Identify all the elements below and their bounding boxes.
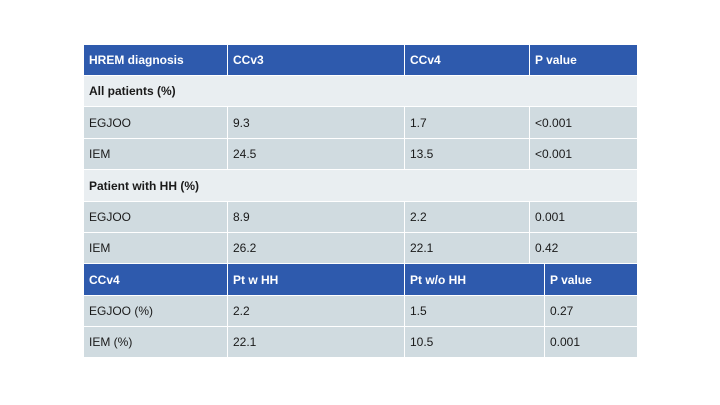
table-cell: 0.001 [535, 210, 566, 224]
header-cell: CCv4 [84, 264, 228, 295]
table-cell: EGJOO [84, 202, 228, 232]
table-cell: 24.5 [228, 139, 405, 169]
section-row: All patients (%) [84, 76, 637, 107]
table-cell: 13.5 [405, 139, 530, 169]
header-cell: HREM diagnosis [84, 45, 228, 75]
table-cell: IEM (%) [84, 327, 228, 357]
section-label: Patient with HH (%) [89, 178, 199, 193]
header-cell: Pt w HH [228, 264, 405, 295]
header-cell: Pt w/o HH [405, 264, 545, 295]
table-row: IEM 26.2 22.1 0.42 [84, 233, 637, 264]
table-cell: 9.3 [228, 107, 405, 138]
section-row: Patient with HH (%) [84, 170, 637, 202]
header-cell: CCv4 [405, 45, 530, 75]
table-header-row: CCv4 Pt w HH Pt w/o HH P value [84, 264, 637, 296]
hiatal-hernia-table: CCv4 Pt w HH Pt w/o HH P value EGJOO (%)… [84, 264, 637, 358]
header-cell: P value [550, 272, 592, 287]
table-cell: 0.001 [550, 335, 581, 349]
table-cell: IEM [84, 233, 228, 263]
table-row: IEM (%) 22.1 10.5 0.001 [84, 327, 637, 358]
header-cell: P value [535, 53, 577, 67]
table-cell: <0.001 [535, 147, 573, 161]
table-cell: 10.5 [405, 327, 545, 357]
table-row: EGJOO (%) 2.2 1.5 0.27 [84, 296, 637, 327]
table-cell: <0.001 [535, 115, 573, 130]
table-row: IEM 24.5 13.5 <0.001 [84, 139, 637, 170]
header-cell: CCv3 [228, 45, 405, 75]
table-cell: 8.9 [228, 202, 405, 232]
table-cell: IEM [84, 139, 228, 169]
diagnosis-comparison-table: HREM diagnosis CCv3 CCv4 P value All pat… [84, 45, 637, 264]
table-cell: EGJOO [84, 107, 228, 138]
table-cell: 0.27 [550, 304, 574, 318]
section-label: All patients (%) [89, 84, 176, 98]
table-row: EGJOO 8.9 2.2 0.001 [84, 202, 637, 233]
table-cell: 2.2 [405, 202, 530, 232]
table-cell: 22.1 [228, 327, 405, 357]
table-row: EGJOO 9.3 1.7 <0.001 [84, 107, 637, 139]
table-cell: EGJOO (%) [84, 296, 228, 326]
table-cell: 1.5 [405, 296, 545, 326]
table-cell: 0.42 [535, 241, 559, 255]
table-cell: 22.1 [405, 233, 530, 263]
table-cell: 2.2 [228, 296, 405, 326]
table-header-row: HREM diagnosis CCv3 CCv4 P value [84, 45, 637, 76]
table-cell: 1.7 [405, 107, 530, 138]
table-cell: 26.2 [228, 233, 405, 263]
